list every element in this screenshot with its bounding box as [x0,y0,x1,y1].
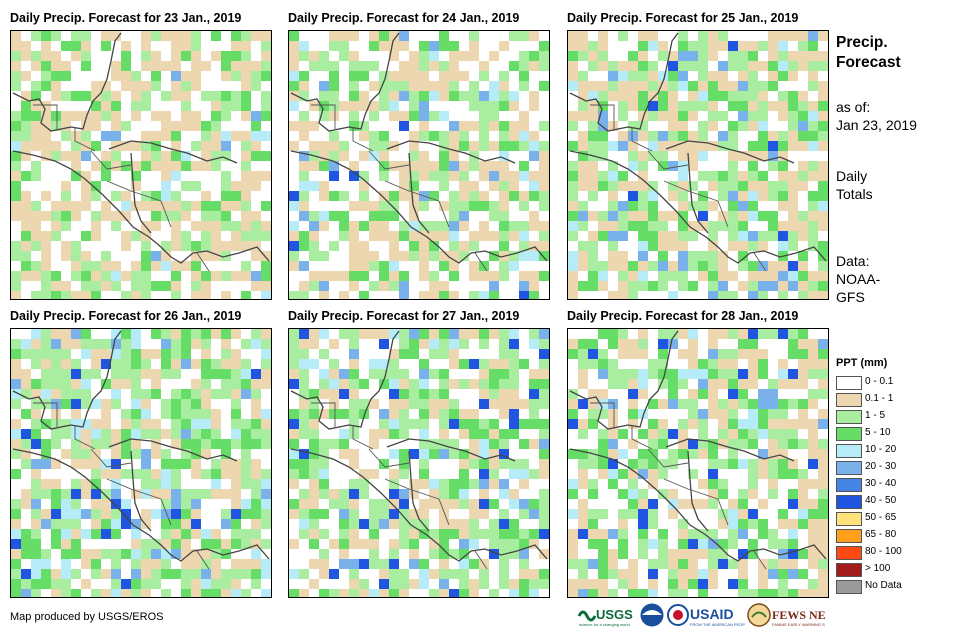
svg-text:FAMINE EARLY WARNING SYSTEMS N: FAMINE EARLY WARNING SYSTEMS NETWORK [772,622,825,627]
forecast-map-2 [288,30,550,300]
as-of-label: as of: [836,99,871,115]
usgs-logo-text: USGS [596,607,633,622]
legend-swatch [836,410,862,424]
legend-label: 30 - 40 [865,478,897,489]
as-of-date: as of: Jan 23, 2019 [836,98,917,134]
usaid-logo: USAID FROM THE AMERICAN PEOPLE [667,602,750,628]
svg-text:FROM THE AMERICAN PEOPLE: FROM THE AMERICAN PEOPLE [690,622,745,627]
panel-title-3: Daily Precip. Forecast for 25 Jan., 2019 [567,11,799,25]
legend-label: No Data [865,580,902,591]
legend-label: 40 - 50 [865,495,897,506]
legend-label: 1 - 5 [865,410,886,421]
panel-title-2: Daily Precip. Forecast for 24 Jan., 2019 [288,11,520,25]
forecast-map-4 [10,328,272,598]
panel-title-6: Daily Precip. Forecast for 28 Jan., 2019 [567,309,799,323]
daily-totals-line2: Totals [836,186,873,202]
forecast-map-3 [567,30,829,300]
panel-title-4: Daily Precip. Forecast for 26 Jan., 2019 [10,309,242,323]
daily-totals-line1: Daily [836,168,868,184]
usaid-logo-text: USAID [690,606,734,622]
forecast-map-1 [10,30,272,300]
forecast-map-6 [567,328,829,598]
legend-swatch [836,512,862,526]
legend-swatch [836,478,862,492]
legend-swatch [836,495,862,509]
panel-title-1: Daily Precip. Forecast for 23 Jan., 2019 [10,11,242,25]
as-of-value: Jan 23, 2019 [836,117,917,133]
legend-label: 0 - 0.1 [865,376,894,387]
fews-net-logo-text: FEWS NET [772,608,825,622]
legend-swatch [836,393,862,407]
data-source-line2: NOAA- [836,271,881,287]
legend-label: 5 - 10 [865,427,891,438]
legend-label: 80 - 100 [865,546,902,557]
sidebar-title-line1: Precip. [836,34,888,51]
legend-swatch [836,529,862,543]
legend-swatch [836,376,862,390]
legend-swatch [836,444,862,458]
legend-label: 65 - 80 [865,529,897,540]
legend-label: 10 - 20 [865,444,897,455]
legend-swatch [836,546,862,560]
data-source-line1: Data: [836,253,870,269]
legend-label: 0.1 - 1 [865,393,894,404]
legend-swatch [836,563,862,577]
legend-swatch [836,461,862,475]
legend-swatch [836,580,862,594]
sidebar-title-line2: Forecast [836,54,901,71]
data-source-line3: GFS [836,289,865,305]
noaa-logo [640,602,664,628]
sidebar-title: Precip. Forecast [836,33,901,73]
map-credit: Map produced by USGS/EROS [10,611,164,623]
forecast-map-5 [288,328,550,598]
legend-label: 50 - 65 [865,512,897,523]
svg-text:science for a changing world: science for a changing world [579,622,630,627]
panel-title-5: Daily Precip. Forecast for 27 Jan., 2019 [288,309,520,323]
data-source: Data: NOAA- GFS [836,252,880,306]
daily-totals-note: Daily Totals [836,167,873,203]
legend-swatch [836,427,862,441]
usgs-logo: USGS science for a changing world [577,602,637,628]
legend-title: PPT (mm) [836,357,888,369]
legend-label: > 100 [865,563,891,574]
legend-label: 20 - 30 [865,461,897,472]
fews-net-logo: FEWS NET FAMINE EARLY WARNING SYSTEMS NE… [747,602,863,628]
